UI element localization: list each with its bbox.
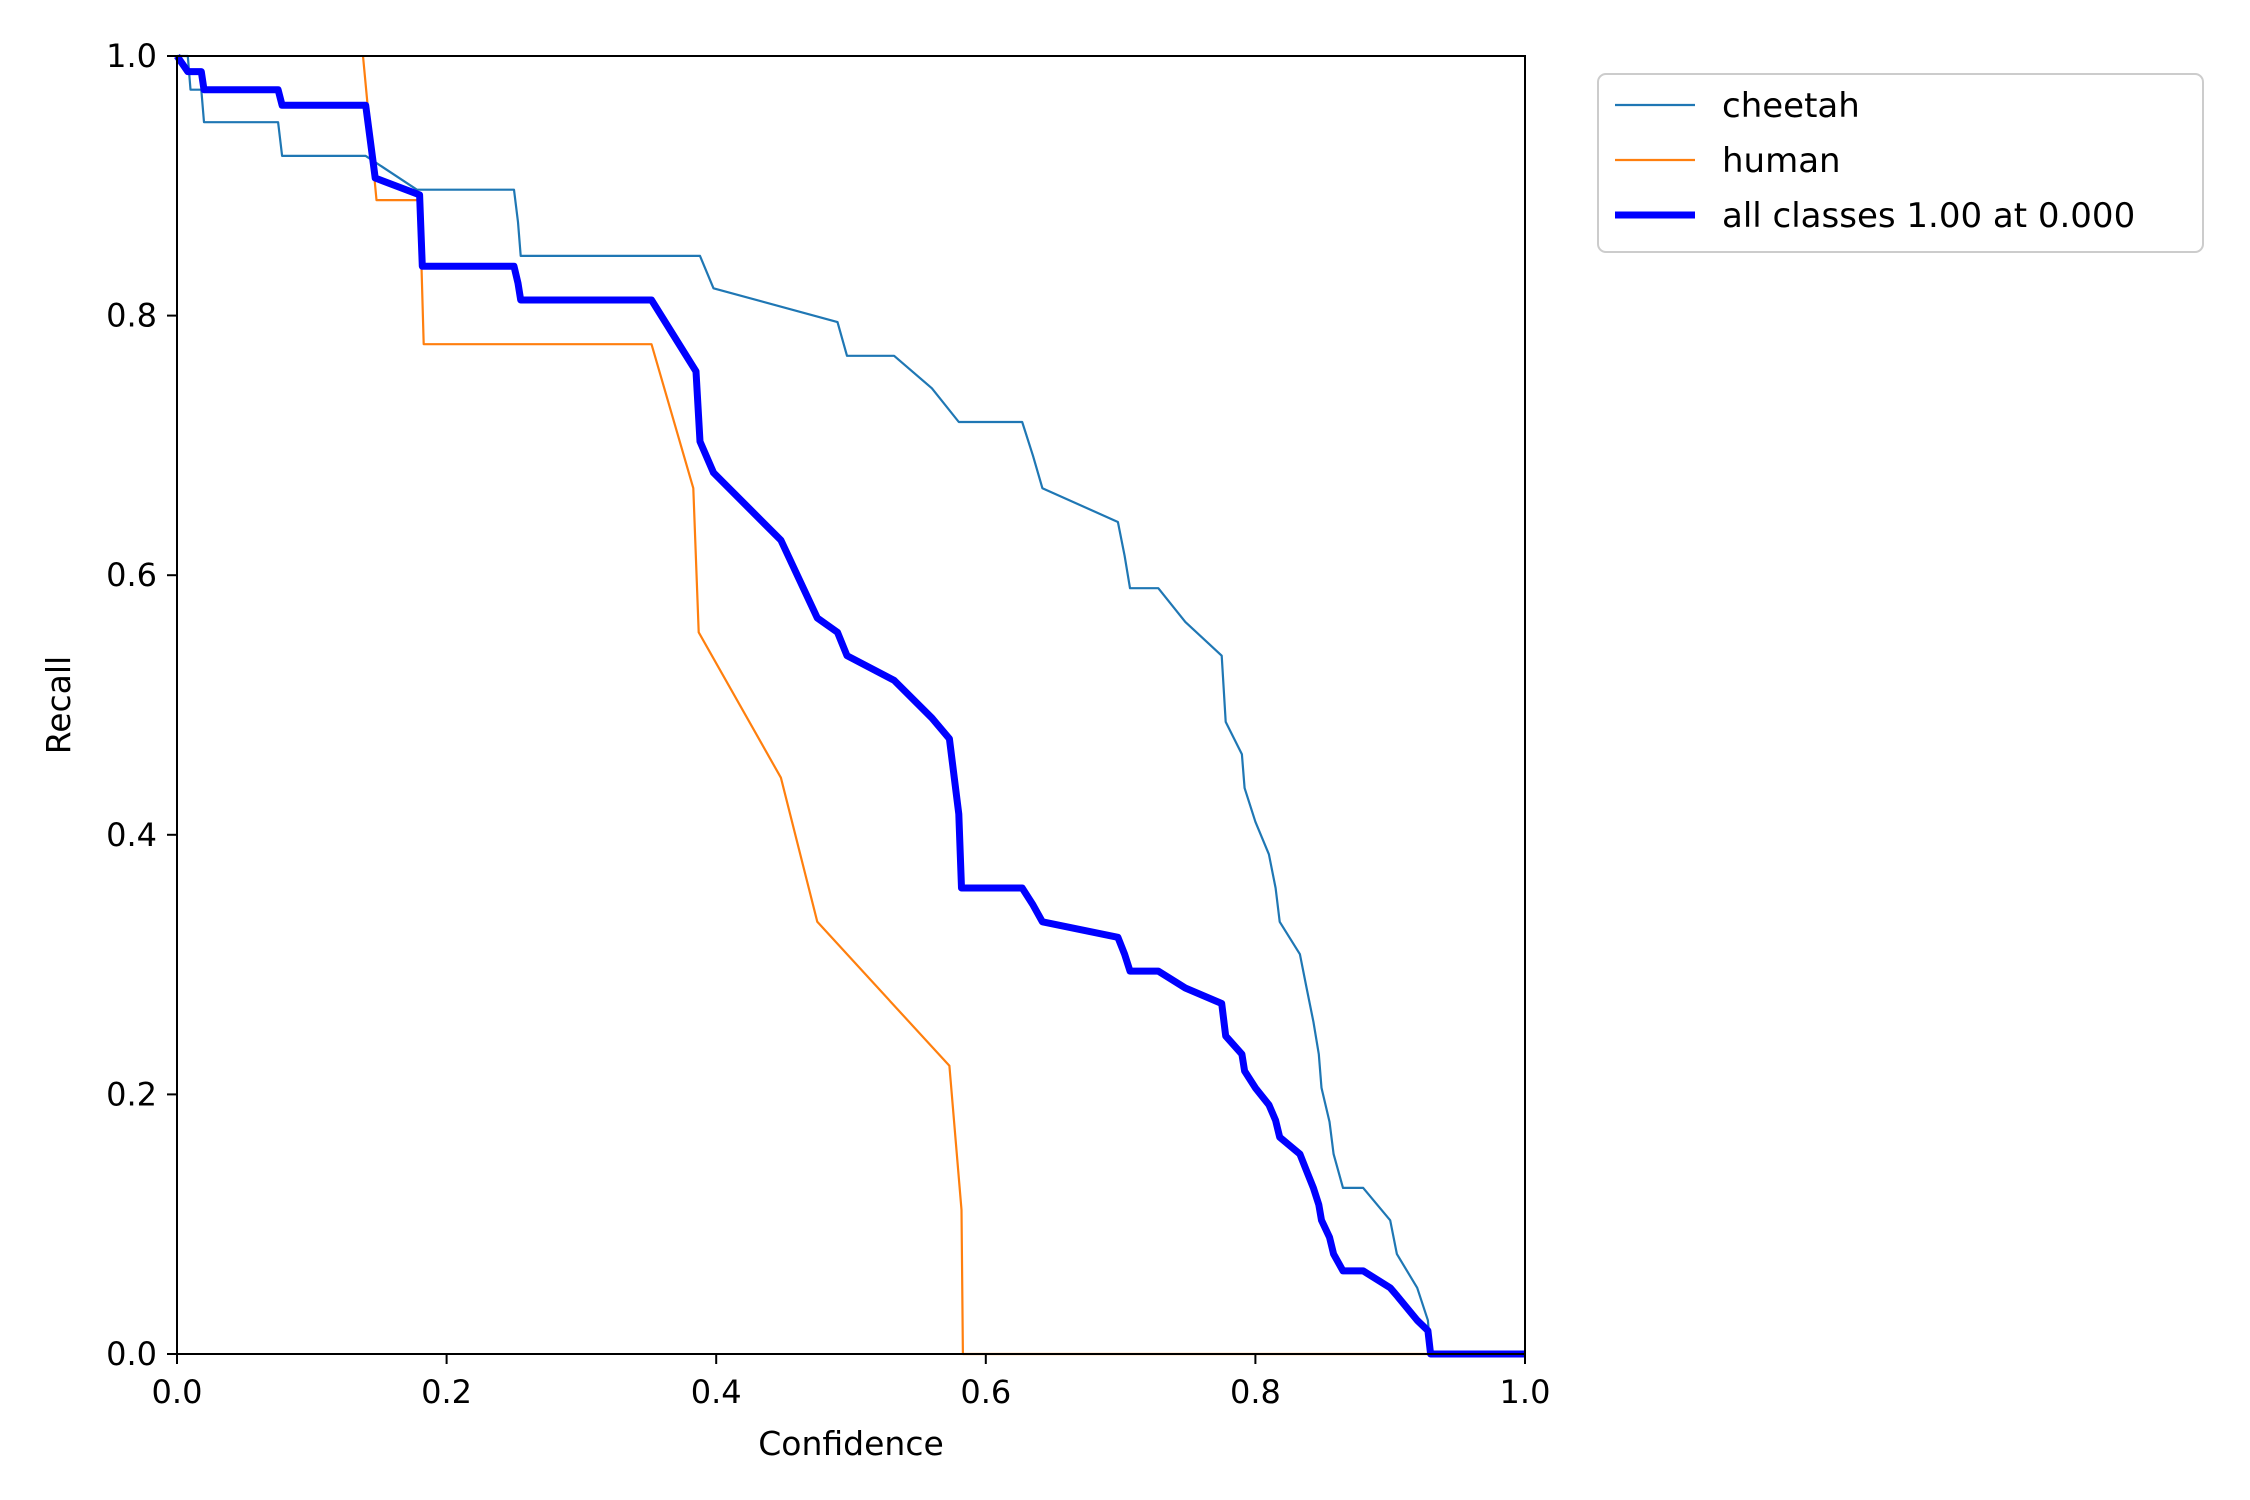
- x-tick-label: 0.4: [691, 1373, 742, 1411]
- y-axis-label: Recall: [39, 656, 78, 754]
- legend-label-human: human: [1722, 141, 1841, 181]
- series-line-cheetah: [177, 54, 1525, 1356]
- legend: cheetah human all classes 1.00 at 0.000: [1597, 73, 2204, 253]
- x-tick-label: 1.0: [1500, 1373, 1551, 1411]
- y-tick-label: 0.8: [106, 297, 157, 335]
- x-tick-label: 0.0: [152, 1373, 203, 1411]
- y-tick-label: 0.4: [106, 816, 157, 854]
- x-tick-label: 0.2: [421, 1373, 472, 1411]
- x-tick-label: 0.8: [1230, 1373, 1281, 1411]
- y-tick-label: 0.6: [106, 556, 157, 594]
- legend-label-all-classes-1-00-at-0-000: all classes 1.00 at 0.000: [1722, 196, 2135, 236]
- x-axis: 0.0 0.2 0.4 0.6 0.8 1.0: [152, 1354, 1551, 1411]
- plot-frame: [176, 55, 1526, 1355]
- y-tick-label: 0.0: [106, 1335, 157, 1373]
- plot-lines: [174, 54, 1525, 1358]
- series-line-all-classes-1-00-at-0-000: [174, 54, 1525, 1358]
- legend-label-cheetah: cheetah: [1722, 86, 1860, 126]
- y-axis: 0.0 0.2 0.4 0.6 0.8 1.0: [106, 37, 177, 1373]
- x-tick-label: 0.6: [960, 1373, 1011, 1411]
- legend-box: [1597, 73, 2204, 253]
- y-tick-label: 0.2: [106, 1075, 157, 1113]
- y-tick-label: 1.0: [106, 37, 157, 75]
- x-axis-label: Confidence: [758, 1424, 944, 1463]
